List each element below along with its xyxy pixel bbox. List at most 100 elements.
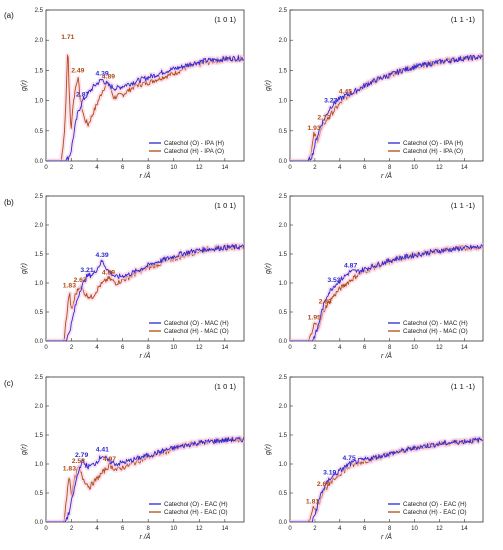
x-tick-label: 12: [196, 526, 203, 532]
y-tick-label: 0.5: [35, 129, 44, 135]
x-tick-label: 8: [147, 526, 151, 532]
x-tick-label: 0: [288, 526, 292, 532]
x-tick-label: 12: [196, 345, 203, 351]
y-tick-label: 2.0: [279, 404, 288, 410]
y-tick-label: 2.0: [35, 404, 44, 410]
y-tick-label: 2.0: [35, 38, 44, 44]
peak-label: 1.95: [308, 315, 321, 322]
y-tick-label: 0.0: [35, 339, 44, 345]
y-tick-label: 2.0: [35, 223, 44, 229]
y-axis-title: g(r): [21, 80, 28, 91]
x-tick-label: 0: [44, 345, 48, 351]
x-tick-label: 4: [338, 526, 342, 532]
peak-label: 1.71: [61, 34, 74, 41]
x-tick-label: 6: [121, 165, 125, 171]
x-tick-label: 10: [170, 526, 177, 532]
y-tick-label: 0.5: [279, 129, 288, 135]
y-tick-label: 2.0: [279, 223, 288, 229]
series-line: [46, 244, 244, 341]
x-tick-label: 14: [221, 165, 228, 171]
peak-label: 2.83: [319, 298, 332, 305]
x-tick-label: 10: [411, 526, 418, 532]
y-tick-label: 1.5: [35, 433, 44, 439]
peak-label: 3.21: [80, 267, 93, 274]
x-tick-label: 14: [461, 165, 468, 171]
x-axis-title: r /Å: [381, 532, 392, 541]
series-line: [290, 437, 483, 522]
x-tick-label: 2: [313, 165, 317, 171]
x-tick-label: 6: [121, 526, 125, 532]
legend-label: Catechol (O) - EAC (H): [403, 501, 467, 508]
x-axis-title: r /Å: [140, 532, 151, 541]
peak-label: 2.73: [317, 115, 330, 122]
y-axis-title: g(r): [21, 444, 28, 455]
legend-label: Catechol (H) - IPA (O): [403, 148, 463, 155]
y-tick-label: 1.0: [35, 462, 44, 468]
peak-label: 4.87: [344, 262, 357, 269]
y-axis-title: g(r): [265, 80, 272, 91]
plot-frame: [45, 376, 245, 523]
x-tick-label: 2: [313, 345, 317, 351]
legend-label: Catechol (O) - EAC (H): [164, 501, 228, 508]
panel-2: 0.0 0.5 1.0 1.5 2.0 2.5 0 2 4 6 8 10 12 14 g(r) r /Å (1 …: [265, 8, 484, 180]
x-tick-label: 2: [70, 165, 74, 171]
x-tick-label: 4: [95, 165, 99, 171]
plane-label: (1 0 1): [214, 382, 236, 391]
y-tick-label: 1.0: [279, 99, 288, 105]
y-axis-title: g(r): [265, 444, 272, 455]
x-tick-label: 4: [338, 345, 342, 351]
x-axis-title: r /Å: [140, 351, 151, 360]
peak-label: 3.27: [324, 98, 337, 105]
x-axis-title: r /Å: [140, 171, 151, 180]
row-label: (b): [4, 198, 14, 207]
legend-label: Catechol (H) - EAC (O): [164, 509, 228, 516]
peak-label: 3.53: [327, 277, 340, 284]
peak-label: 2.87: [76, 92, 89, 99]
panel-1: 0.0 0.5 1.0 1.5 2.0 2.5 0 2 4 6 8 10 12 14 g(r) r /Å (1 …: [4, 8, 245, 180]
y-tick-label: 1.0: [35, 281, 44, 287]
series-line: [46, 436, 244, 522]
legend-label: Catechol (O) - MAC (H): [164, 320, 229, 327]
plot-area: [290, 242, 483, 341]
panel-3: 0.0 0.5 1.0 1.5 2.0 2.5 0 2 4 6 8 10 12 14 g(r) r /Å (1 …: [4, 194, 245, 360]
x-tick-label: 8: [388, 526, 392, 532]
x-tick-label: 0: [44, 165, 48, 171]
peak-label: 1.93: [307, 125, 320, 132]
series-line: [46, 55, 244, 161]
y-tick-label: 0.0: [279, 339, 288, 345]
x-tick-label: 12: [436, 165, 443, 171]
x-tick-label: 6: [363, 526, 367, 532]
y-tick-label: 0.0: [35, 159, 44, 165]
y-axis-title: g(r): [265, 263, 272, 274]
legend-label: Catechol (H) - MAC (O): [164, 328, 229, 335]
peak-label: 2.53: [72, 458, 85, 465]
x-tick-label: 12: [436, 526, 443, 532]
x-tick-label: 4: [338, 165, 342, 171]
y-tick-label: 1.5: [279, 68, 288, 74]
x-tick-label: 10: [411, 165, 418, 171]
peak-label: 4.89: [102, 269, 115, 276]
y-tick-label: 0.5: [279, 310, 288, 316]
peak-label: 1.81: [306, 499, 319, 506]
x-tick-label: 4: [95, 345, 99, 351]
x-tick-label: 2: [70, 526, 74, 532]
x-tick-label: 2: [70, 345, 74, 351]
x-axis-title: r /Å: [381, 351, 392, 360]
peak-label: 4.39: [95, 70, 108, 77]
row-label: (c): [4, 379, 14, 388]
x-tick-label: 8: [147, 345, 151, 351]
x-tick-label: 10: [170, 165, 177, 171]
x-tick-label: 2: [313, 526, 317, 532]
plane-label: (1 1 -1): [451, 382, 476, 391]
y-tick-label: 2.5: [35, 194, 44, 200]
x-tick-label: 6: [363, 165, 367, 171]
x-tick-label: 8: [388, 165, 392, 171]
y-tick-label: 0.5: [279, 491, 288, 497]
x-axis-title: r /Å: [381, 171, 392, 180]
y-axis-title: g(r): [21, 263, 28, 274]
x-tick-label: 0: [44, 526, 48, 532]
peak-label: 4.97: [103, 456, 116, 463]
x-tick-label: 12: [196, 165, 203, 171]
x-tick-label: 8: [147, 165, 151, 171]
peak-label: 2.69: [317, 481, 330, 488]
